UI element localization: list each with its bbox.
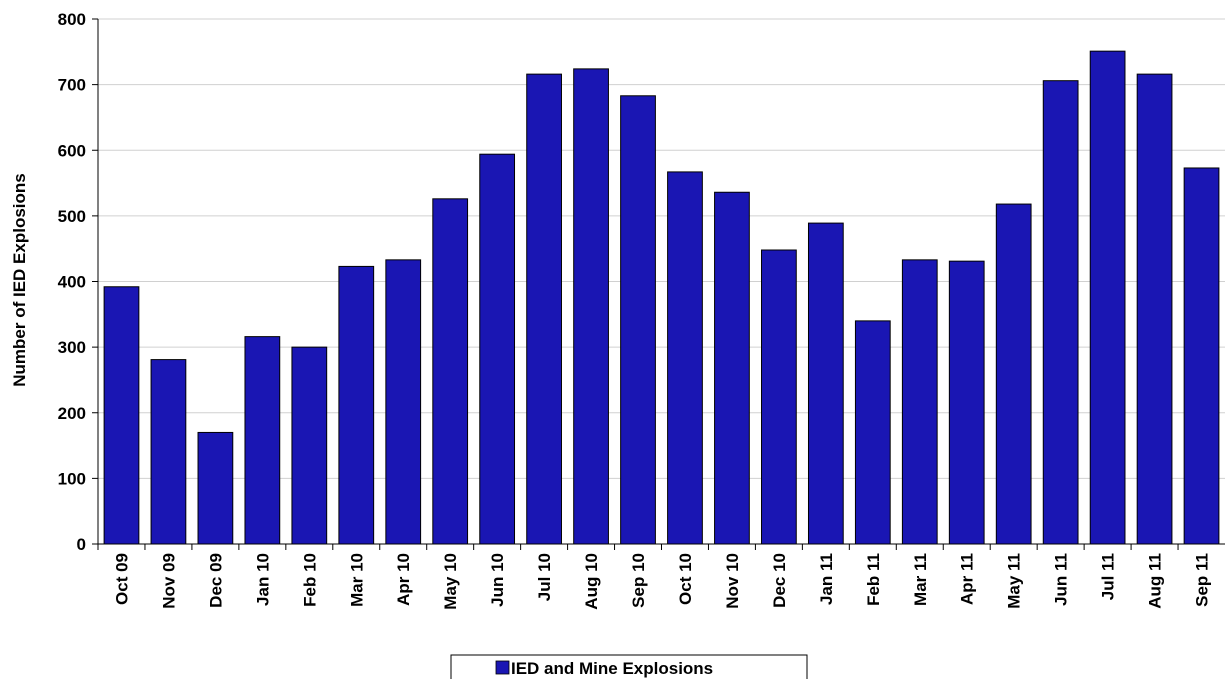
x-tick-label: Apr 11 xyxy=(958,553,977,605)
x-tick-label: May 10 xyxy=(441,553,460,610)
x-tick-label: Aug 10 xyxy=(582,553,601,610)
bar xyxy=(948,260,985,545)
bar xyxy=(197,431,234,545)
bar xyxy=(995,203,1032,545)
x-tick-label: Jan 11 xyxy=(817,553,836,605)
legend-swatch xyxy=(495,660,510,675)
x-tick-label: Sep 11 xyxy=(1193,553,1212,607)
y-tick-label: 0 xyxy=(77,535,86,554)
x-tick-label: Mar 11 xyxy=(911,553,930,606)
x-tick-label: Dec 10 xyxy=(770,553,789,608)
x-tick-label: Feb 11 xyxy=(864,553,883,606)
x-tick-label: Nov 09 xyxy=(159,553,178,609)
bar xyxy=(1136,73,1173,545)
x-tick-label: Oct 10 xyxy=(676,553,695,605)
bar xyxy=(854,320,891,545)
y-tick-label: 700 xyxy=(58,76,86,95)
bar xyxy=(244,336,281,545)
x-tick-label: Feb 10 xyxy=(300,553,319,607)
x-tick-label: Sep 10 xyxy=(629,553,648,608)
x-tick-label: Aug 11 xyxy=(1146,553,1165,609)
x-tick-label: Apr 10 xyxy=(394,553,413,606)
x-tick-labels: Oct 09 Nov 09 Dec 09 Jan 10 Feb 10 Mar 10 Apr … xyxy=(97,544,1212,610)
legend-label: IED and Mine Explosions xyxy=(511,659,713,678)
bar xyxy=(714,191,750,545)
y-tick-label: 200 xyxy=(58,404,86,423)
bar xyxy=(479,153,516,545)
gridlines xyxy=(98,18,1225,479)
y-tick-label: 800 xyxy=(58,10,86,29)
x-tick-label: May 11 xyxy=(1005,553,1024,609)
x-tick-label: Mar 10 xyxy=(347,553,366,607)
y-tick-label: 400 xyxy=(58,273,86,292)
bar xyxy=(1183,167,1220,545)
x-tick-label: Jan 10 xyxy=(253,553,272,606)
x-tick-label: Jul 10 xyxy=(535,553,554,601)
y-tick-label: 500 xyxy=(58,207,86,226)
bar xyxy=(1042,80,1079,545)
y-tick-labels: 0 100 200 300 400 500 600 700 800 xyxy=(58,10,98,554)
bar xyxy=(526,73,562,545)
x-tick-label: Jul 11 xyxy=(1099,553,1118,600)
x-tick-label: Oct 09 xyxy=(112,553,131,605)
bar xyxy=(620,95,656,545)
y-tick-label: 300 xyxy=(58,338,86,357)
y-tick-label: 600 xyxy=(58,141,86,160)
x-tick-label: Jun 11 xyxy=(1052,553,1071,606)
bar xyxy=(1089,50,1126,545)
bar xyxy=(901,259,938,545)
bar xyxy=(573,68,609,545)
bar xyxy=(807,222,844,545)
bar xyxy=(385,259,422,545)
y-axis-title: Number of IED Explosions xyxy=(10,173,29,386)
x-tick-label: Nov 10 xyxy=(723,553,742,609)
x-tick-label: Jun 10 xyxy=(488,553,507,607)
x-tick-label: Dec 09 xyxy=(206,553,225,608)
bar xyxy=(432,198,469,545)
bar xyxy=(291,346,328,545)
bar xyxy=(761,249,797,545)
legend-box xyxy=(450,654,808,679)
legend: IED and Mine Explosions xyxy=(450,654,808,679)
bars xyxy=(103,50,1220,545)
y-tick-label: 100 xyxy=(58,469,86,488)
bar xyxy=(667,171,703,545)
bar xyxy=(338,265,375,545)
bar xyxy=(150,359,187,545)
bar xyxy=(103,286,140,545)
